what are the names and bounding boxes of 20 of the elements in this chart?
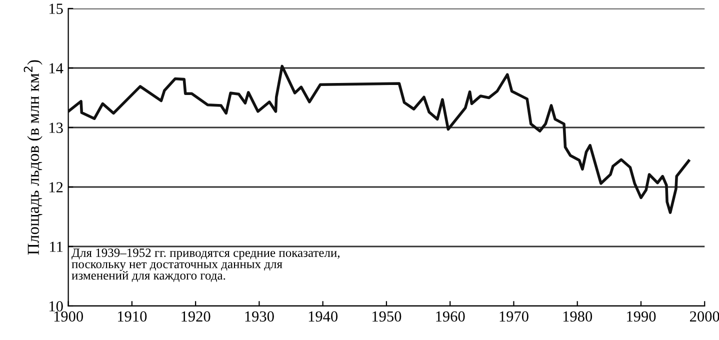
x-tick-label: 1960 — [436, 311, 465, 322]
x-tick-label: 1920 — [182, 311, 210, 322]
y-tick-label: 12 — [50, 182, 63, 192]
x-tick-label: 1930 — [245, 311, 274, 322]
x-tick-label: 1910 — [118, 311, 147, 322]
y-tick-label: 15 — [50, 4, 63, 14]
x-tick-label: 1990 — [627, 311, 656, 322]
line-series — [68, 64, 690, 214]
x-tick-label: 1900 — [54, 311, 83, 322]
y-tick-label: 10 — [50, 301, 63, 312]
annotation: Для 1939–1952 гг. приводятся средние показатели, поскольку нет достаточных данных для изменений для каждого года. — [72, 248, 340, 282]
y-axis-title: Площадь льдов (в млн км$^{2}$) — [24, 60, 42, 255]
y-tick-label: 11 — [50, 242, 63, 252]
x-tick-label: 1940 — [308, 311, 338, 322]
x-tick-label: 1980 — [563, 311, 592, 322]
y-tick-label: 14 — [50, 63, 64, 74]
y-tick-label: 13 — [50, 122, 63, 133]
x-tick-label: 1970 — [500, 311, 528, 322]
x-tick-label: 1950 — [372, 311, 402, 322]
x-tick-label: 2000 — [690, 311, 719, 322]
